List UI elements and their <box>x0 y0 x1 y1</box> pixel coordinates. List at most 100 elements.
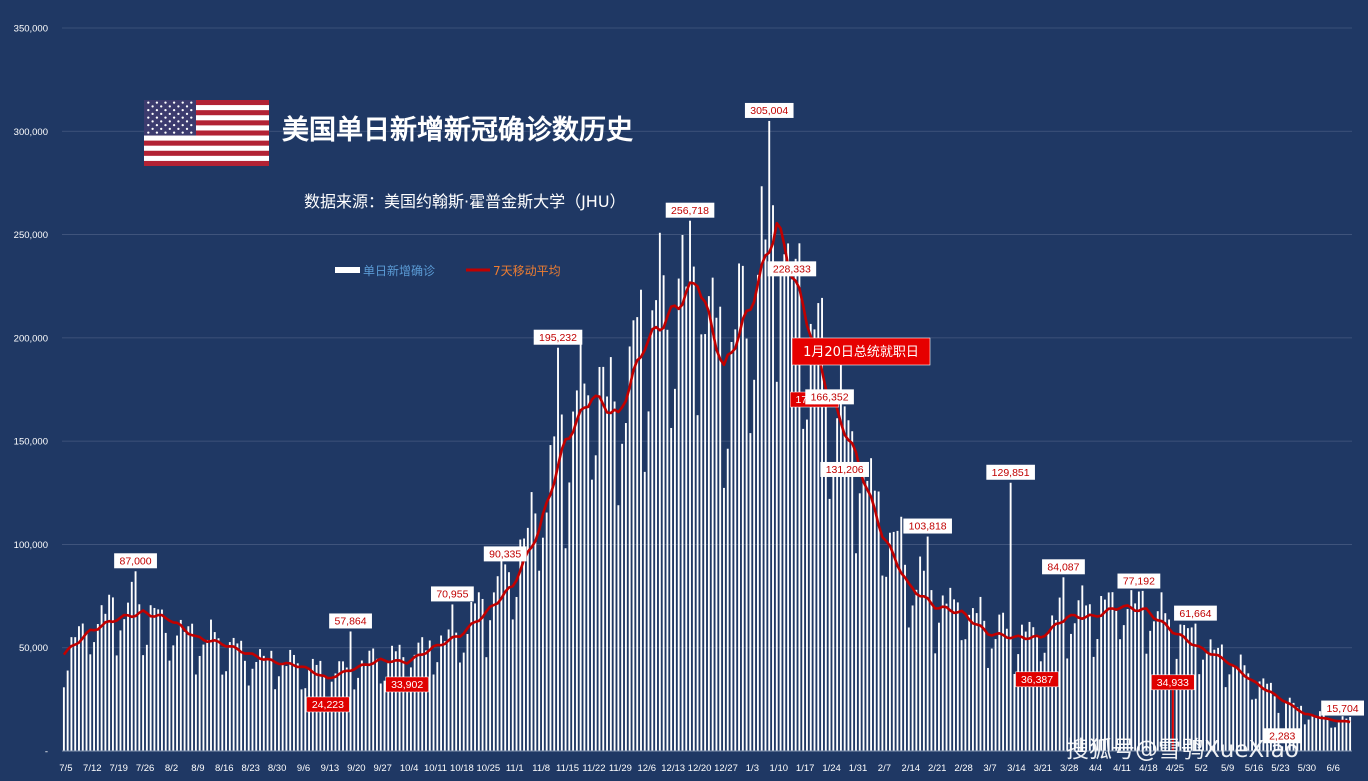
daily-case-bar <box>1311 715 1313 751</box>
daily-case-bar <box>225 671 227 751</box>
daily-case-bar <box>712 278 714 751</box>
x-tick-label: 9/6 <box>297 763 310 774</box>
x-tick-label: 7/12 <box>83 763 102 774</box>
daily-case-bar <box>523 539 525 751</box>
daily-case-bar <box>591 480 593 751</box>
daily-case-bar <box>670 428 672 751</box>
daily-case-bar <box>749 433 751 751</box>
daily-case-bar <box>1123 625 1125 751</box>
daily-case-bar <box>1013 674 1015 751</box>
daily-case-bar <box>534 513 536 751</box>
daily-case-bar <box>210 620 212 751</box>
daily-case-bar <box>176 636 178 751</box>
daily-case-bar <box>625 423 627 751</box>
x-tick-label: 1/3 <box>746 763 759 774</box>
svg-text:57,864: 57,864 <box>334 616 366 628</box>
x-tick-label: 3/21 <box>1034 763 1053 774</box>
daily-case-bar <box>335 673 337 751</box>
data-label: 228,333 <box>768 261 817 276</box>
daily-case-bar <box>199 656 201 751</box>
data-label: 305,004 <box>745 103 794 118</box>
daily-case-bar <box>436 662 438 751</box>
daily-case-bar <box>82 624 84 751</box>
daily-case-bar <box>1327 718 1329 751</box>
daily-case-bar <box>1010 483 1012 751</box>
daily-case-bar <box>93 642 95 751</box>
daily-case-bar <box>893 532 895 751</box>
daily-case-bar <box>644 472 646 751</box>
daily-case-bar <box>942 595 944 751</box>
daily-case-bar <box>957 602 959 751</box>
daily-case-bar <box>1334 727 1336 751</box>
daily-case-bar <box>715 318 717 751</box>
daily-case-bar <box>663 275 665 751</box>
x-tick-label: 1/17 <box>796 763 815 774</box>
x-tick-label: 7/26 <box>136 763 155 774</box>
daily-case-bar <box>599 367 601 751</box>
daily-case-bar <box>142 655 144 751</box>
daily-case-bar <box>697 415 699 751</box>
x-tick-label: 8/30 <box>268 763 287 774</box>
daily-case-bar <box>1108 592 1110 751</box>
daily-case-bar <box>655 300 657 751</box>
daily-case-bar <box>78 626 80 751</box>
daily-case-bar <box>451 604 453 751</box>
x-tick-label: 8/2 <box>165 763 178 774</box>
x-tick-label: 5/30 <box>1298 763 1317 774</box>
x-axis: 7/5 7/12 7/19 7/26 8/2 8/9 8/16 8/23 8/30 9/6 9/13… <box>59 763 1340 774</box>
daily-case-bar <box>323 676 325 751</box>
daily-case-bar <box>70 637 72 751</box>
x-tick-label: 11/1 <box>506 763 524 774</box>
daily-case-bar <box>123 619 125 751</box>
daily-case-bar <box>961 640 963 751</box>
daily-case-bar <box>802 429 804 751</box>
daily-case-bar <box>1047 632 1049 751</box>
daily-case-bar <box>444 641 446 751</box>
daily-case-bar <box>120 630 122 751</box>
x-tick-label: 5/16 <box>1245 763 1264 774</box>
daily-case-bar <box>63 687 65 751</box>
daily-case-bar <box>727 449 729 751</box>
x-tick-label: 10/25 <box>476 763 500 774</box>
us-flag-icon <box>144 100 269 166</box>
x-tick-label: 9/20 <box>347 763 366 774</box>
daily-case-bar <box>1213 650 1215 751</box>
daily-case-bar <box>538 571 540 751</box>
daily-case-bar <box>976 613 978 751</box>
daily-case-bar <box>912 605 914 751</box>
daily-case-bar <box>1330 728 1332 751</box>
daily-case-bar <box>927 537 929 751</box>
y-tick-label: 200,000 <box>14 333 48 344</box>
daily-case-bar <box>161 610 163 751</box>
daily-case-bar <box>425 650 427 751</box>
daily-case-bar <box>1089 604 1091 751</box>
daily-case-bar <box>953 599 955 751</box>
daily-case-bar <box>651 310 653 751</box>
data-label: 34,933 <box>1151 675 1194 690</box>
daily-case-bar <box>866 481 868 751</box>
svg-text:87,000: 87,000 <box>119 555 151 567</box>
daily-case-bar <box>983 621 985 751</box>
daily-case-bar <box>138 604 140 751</box>
daily-case-bar <box>180 620 182 751</box>
daily-case-bar <box>248 686 250 751</box>
daily-case-bar <box>606 396 608 751</box>
daily-case-bar <box>527 528 529 751</box>
daily-case-bar <box>478 592 480 751</box>
daily-case-bar <box>719 307 721 751</box>
daily-case-bar <box>153 608 155 751</box>
daily-case-bar <box>191 624 193 751</box>
svg-text:195,232: 195,232 <box>539 332 577 344</box>
daily-case-bar <box>629 346 631 751</box>
x-tick-label: 1/24 <box>822 763 841 774</box>
x-tick-label: 11/29 <box>609 763 632 774</box>
daily-case-bar <box>169 661 171 751</box>
daily-case-bar <box>1063 577 1065 751</box>
daily-case-bar <box>206 640 208 751</box>
svg-text:256,718: 256,718 <box>671 205 709 217</box>
daily-case-bar <box>678 279 680 751</box>
data-label: 24,223 <box>307 697 350 712</box>
x-tick-label: 3/7 <box>983 763 996 774</box>
daily-case-bar <box>693 267 695 751</box>
x-tick-label: 4/18 <box>1139 763 1158 774</box>
